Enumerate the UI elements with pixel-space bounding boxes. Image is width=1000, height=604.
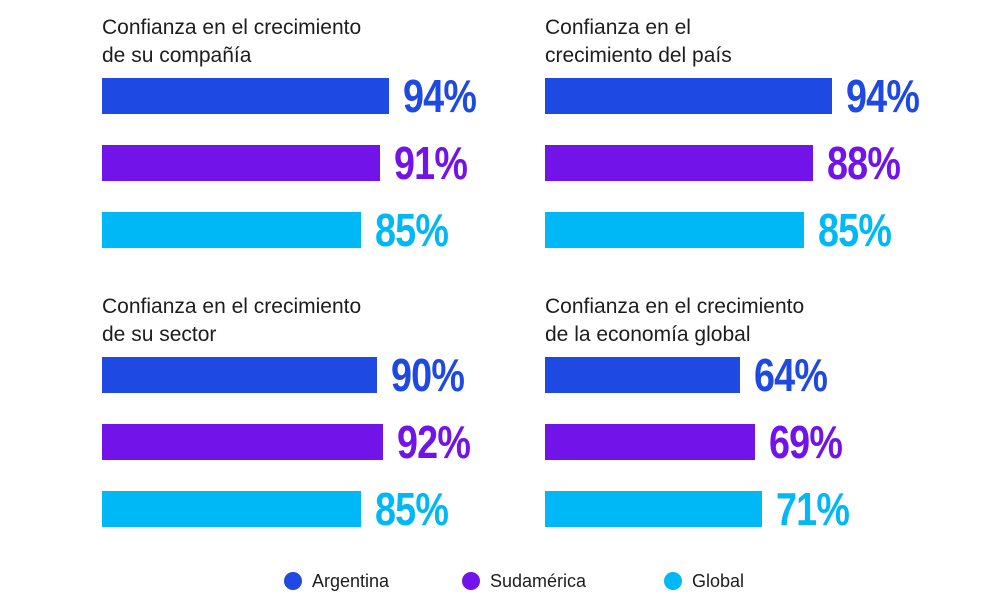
bar-row-sudamerica: 91%	[102, 137, 490, 189]
chart-panel-sector: Confianza en el crecimiento de su sector…	[102, 293, 522, 553]
bar-global	[102, 212, 361, 248]
bar-row-global: 85%	[102, 483, 471, 535]
bar-argentina	[545, 357, 740, 393]
bar-value-label: 85%	[375, 483, 449, 535]
chart-title-line-1: Confianza en el crecimiento	[102, 295, 362, 318]
legend-label: Global	[692, 571, 745, 591]
bar-argentina	[102, 357, 377, 393]
bar-sudamerica	[102, 145, 380, 181]
chart-title-line-2: de su sector	[102, 323, 217, 346]
legend-dot-argentina	[284, 572, 302, 590]
bar-global	[545, 491, 762, 527]
legend-dot-sudamerica	[462, 572, 480, 590]
bar-row-global: 85%	[102, 204, 471, 256]
bar-argentina	[545, 78, 832, 114]
bar-global	[102, 491, 361, 527]
bar-value-label: 85%	[818, 204, 892, 256]
chart-title: Confianza en el crecimiento del país	[545, 14, 945, 70]
bar-value-label: 85%	[375, 204, 449, 256]
bar-row-global: 71%	[545, 483, 872, 535]
chart-panel-economia-global: Confianza en el crecimiento de la econom…	[545, 293, 965, 553]
chart-title: Confianza en el crecimiento de su sector	[102, 293, 502, 349]
chart-title-line-2: de su compañía	[102, 44, 252, 67]
chart-title: Confianza en el crecimiento de su compañ…	[102, 14, 502, 70]
legend: Argentina Sudamérica Global	[0, 566, 1000, 596]
bar-value-label: 88%	[827, 137, 901, 189]
chart-title-line-1: Confianza en el crecimiento	[102, 16, 362, 39]
bar-sudamerica	[545, 424, 755, 460]
bar-row-global: 85%	[545, 204, 914, 256]
bar-argentina	[102, 78, 389, 114]
bar-value-label: 69%	[769, 416, 843, 468]
chart-title-line-2: de la economía global	[545, 323, 751, 346]
legend-dot-global	[664, 572, 682, 590]
bar-value-label: 91%	[394, 137, 468, 189]
chart-title: Confianza en el crecimiento de la econom…	[545, 293, 945, 349]
bar-row-sudamerica: 88%	[545, 137, 923, 189]
chart-title-line-2: crecimiento del país	[545, 44, 732, 67]
bar-row-sudamerica: 69%	[545, 416, 865, 468]
bar-value-label: 92%	[397, 416, 471, 468]
bar-value-label: 71%	[776, 483, 850, 535]
bar-row-argentina: 94%	[545, 70, 942, 122]
chart-panel-pais: Confianza en el crecimiento del país 94%…	[545, 14, 965, 274]
legend-label: Sudamérica	[490, 571, 587, 591]
bar-value-label: 64%	[754, 349, 828, 401]
bar-row-argentina: 64%	[545, 349, 850, 401]
bar-sudamerica	[545, 145, 813, 181]
bar-global	[545, 212, 804, 248]
chart-panel-compania: Confianza en el crecimiento de su compañ…	[102, 14, 522, 274]
bar-value-label: 94%	[846, 70, 920, 122]
bar-row-argentina: 90%	[102, 349, 487, 401]
bar-value-label: 94%	[403, 70, 477, 122]
bar-sudamerica	[102, 424, 383, 460]
legend-label: Argentina	[312, 571, 390, 591]
bar-row-sudamerica: 92%	[102, 416, 493, 468]
bar-value-label: 90%	[391, 349, 465, 401]
bar-row-argentina: 94%	[102, 70, 499, 122]
chart-title-line-1: Confianza en el crecimiento	[545, 295, 805, 318]
chart-title-line-1: Confianza en el	[545, 16, 691, 39]
